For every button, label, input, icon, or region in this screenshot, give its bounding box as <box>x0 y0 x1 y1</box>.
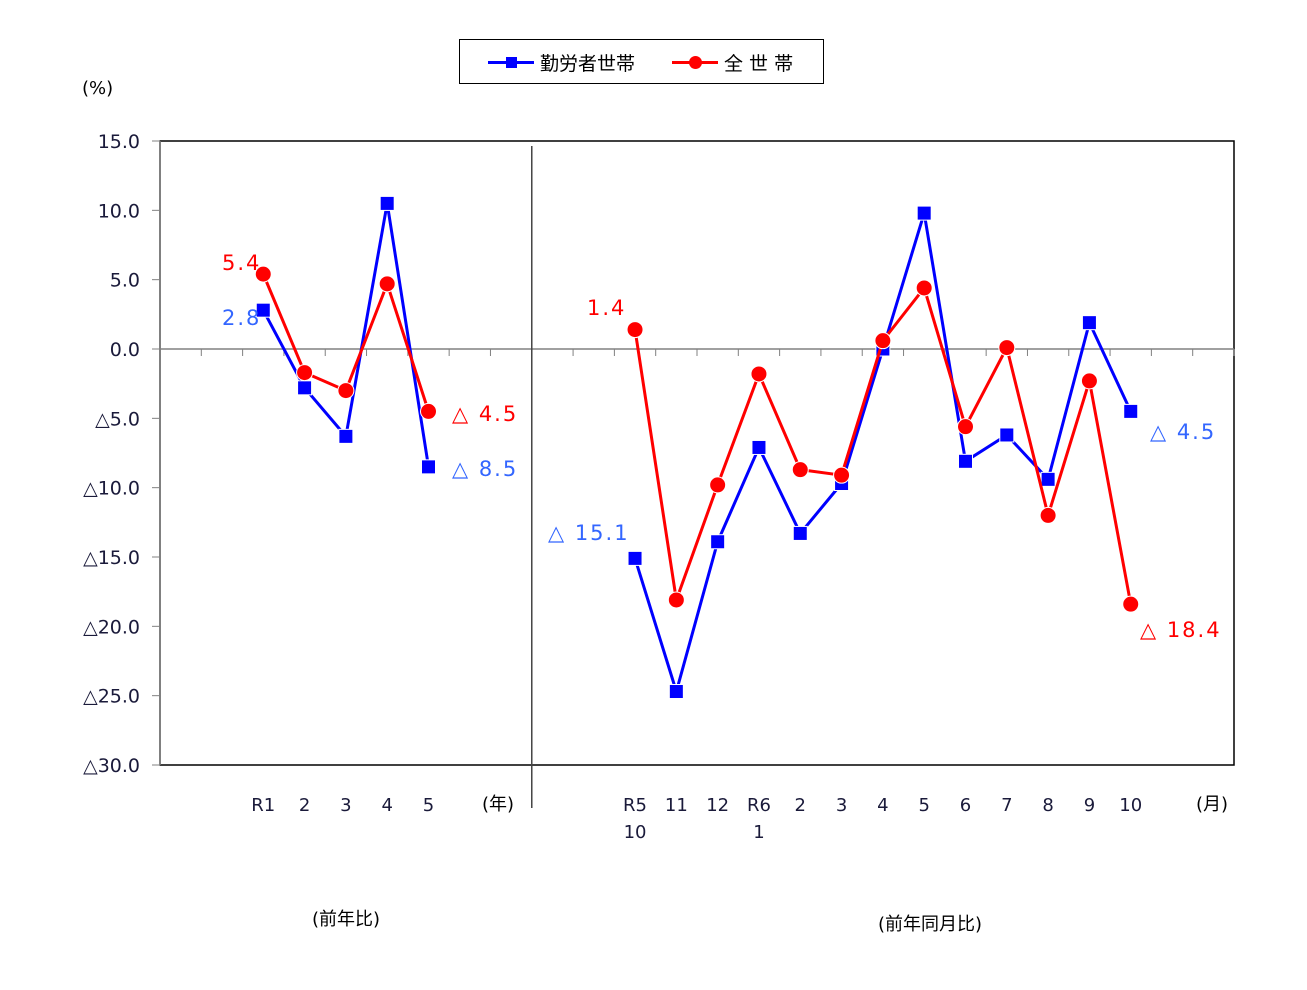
y-tick-label: △15.0 <box>83 547 140 569</box>
square-marker-icon <box>338 428 354 444</box>
data-label: △ 18.4 <box>1140 618 1222 642</box>
square-marker-icon <box>792 525 808 541</box>
y-tick-label: 0.0 <box>110 339 140 361</box>
circle-marker-icon <box>420 402 437 420</box>
circle-marker-icon <box>791 461 809 479</box>
square-marker-icon <box>710 534 726 550</box>
circle-marker-icon <box>750 365 768 383</box>
square-marker-icon <box>379 195 395 211</box>
data-label: 2.8 <box>222 306 261 330</box>
x-tick-label: R5 <box>623 795 647 816</box>
x-tick-label: 10 <box>1119 795 1142 816</box>
legend: 勤労者世帯 全 世 帯 <box>459 39 824 84</box>
x-unit-label: (月) <box>1196 794 1228 815</box>
x-tick-label: 3 <box>836 795 847 816</box>
data-label: △ 4.5 <box>452 402 518 426</box>
y-tick-label: △20.0 <box>83 616 140 638</box>
annual-caption: (前年比) <box>312 909 381 930</box>
circle-marker-icon <box>254 265 272 283</box>
circle-marker-icon <box>626 321 644 339</box>
circle-marker-icon <box>378 275 396 293</box>
x-tick-label: 7 <box>1001 795 1012 816</box>
square-marker-icon <box>668 684 684 700</box>
square-marker-icon <box>297 380 313 396</box>
y-tick-label: 10.0 <box>98 200 140 222</box>
circle-marker-icon <box>296 364 314 382</box>
circle-marker-icon <box>1080 372 1098 390</box>
y-tick-label: △30.0 <box>83 755 140 777</box>
circle-marker-icon <box>667 591 685 609</box>
circle-marker-icon <box>1039 506 1057 524</box>
square-marker-icon <box>627 550 643 566</box>
circle-marker-icon <box>874 332 892 350</box>
square-marker-icon <box>488 52 534 72</box>
y-tick-label: △25.0 <box>83 686 140 708</box>
monthly-caption: (前年同月比) <box>878 914 983 935</box>
x-tick-label: 5 <box>423 795 434 816</box>
x-tick-label: 4 <box>381 795 392 816</box>
x-tick-label: 8 <box>1042 795 1053 816</box>
data-label: △ 4.5 <box>1150 420 1216 444</box>
square-marker-icon <box>1123 403 1139 419</box>
x-tick-label-line2: 10 <box>624 822 647 843</box>
x-tick-label: 3 <box>340 795 351 816</box>
circle-marker-icon <box>709 476 727 494</box>
circle-marker-icon <box>915 279 933 297</box>
circle-marker-icon <box>833 466 851 484</box>
x-tick-label: 2 <box>795 795 806 816</box>
x-tick-label: 4 <box>877 795 888 816</box>
data-label: △ 8.5 <box>452 457 518 481</box>
square-marker-icon <box>958 453 973 469</box>
x-tick-label: R6 <box>747 795 771 816</box>
square-marker-icon <box>421 459 436 475</box>
square-marker-icon <box>916 205 932 221</box>
square-marker-icon <box>255 302 271 318</box>
y-axis-unit-label: (%) <box>82 78 114 99</box>
data-label: 5.4 <box>222 251 261 275</box>
circle-marker-icon <box>672 52 718 72</box>
y-tick-label: 15.0 <box>98 131 140 153</box>
square-marker-icon <box>999 427 1015 443</box>
x-tick-label: 12 <box>706 795 729 816</box>
x-tick-label: 9 <box>1084 795 1095 816</box>
x-unit-label: (年) <box>482 794 514 815</box>
square-marker-icon <box>1040 471 1056 487</box>
legend-label: 全 世 帯 <box>724 52 794 75</box>
y-tick-label: 5.0 <box>110 270 140 292</box>
y-tick-label: △10.0 <box>83 478 140 500</box>
x-tick-label: 2 <box>299 795 310 816</box>
y-tick-label: △5.0 <box>95 408 140 430</box>
circle-marker-icon <box>1122 595 1140 613</box>
circle-marker-icon <box>998 339 1016 357</box>
x-tick-label: R1 <box>251 795 275 816</box>
series-line <box>633 211 1133 694</box>
x-tick-label: 5 <box>918 795 929 816</box>
data-label: 1.4 <box>587 296 626 320</box>
legend-label: 勤労者世帯 <box>540 52 636 75</box>
x-tick-label: 6 <box>960 795 971 816</box>
x-tick-label-line2: 1 <box>753 822 764 843</box>
data-label: △ 15.1 <box>548 521 630 545</box>
plot-frame <box>159 140 1235 766</box>
square-marker-icon <box>1081 315 1097 331</box>
circle-marker-icon <box>337 382 355 400</box>
legend-item-all-households: 全 世 帯 <box>672 49 793 75</box>
x-tick-label: 11 <box>665 795 688 816</box>
square-marker-icon <box>751 439 767 455</box>
legend-item-worker-households: 勤労者世帯 <box>488 49 635 75</box>
circle-marker-icon <box>957 418 974 436</box>
